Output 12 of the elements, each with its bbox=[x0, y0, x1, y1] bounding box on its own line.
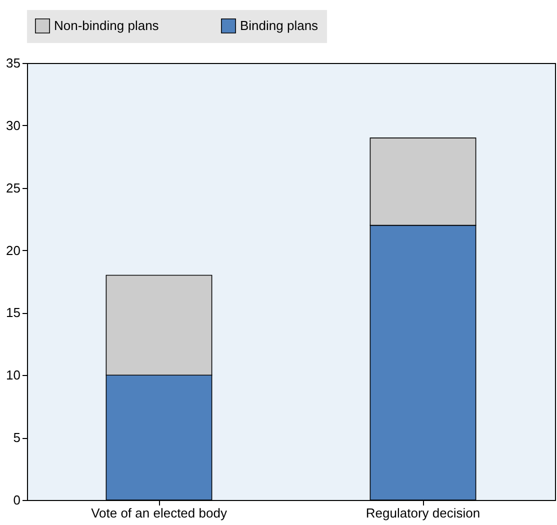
y-tick-label: 0 bbox=[13, 492, 20, 508]
y-tick-label: 20 bbox=[6, 242, 20, 258]
y-tick-label: 5 bbox=[13, 430, 20, 446]
x-tick-label: Regulatory decision bbox=[366, 506, 480, 520]
legend-label: Non-binding plans bbox=[54, 18, 160, 33]
y-tick-label: 10 bbox=[6, 368, 20, 383]
y-tick-label: 15 bbox=[6, 305, 20, 320]
y-tick-label: 25 bbox=[6, 180, 20, 196]
x-tick-label: Vote of an elected body bbox=[91, 506, 228, 520]
legend-label: Binding plans bbox=[240, 18, 319, 33]
y-tick-label: 35 bbox=[6, 56, 20, 70]
y-tick-label: 30 bbox=[6, 118, 20, 133]
